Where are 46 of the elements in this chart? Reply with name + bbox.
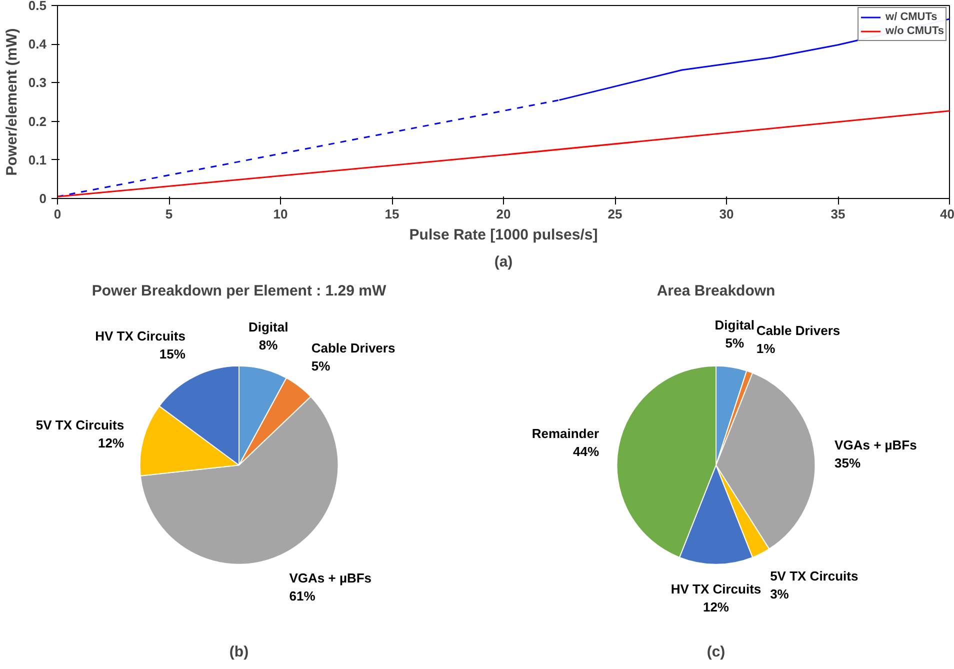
slice-label: Remainder — [532, 426, 600, 442]
data-label: 8% — [258, 338, 278, 353]
data-label: 12% — [98, 435, 124, 450]
slice-label: HV TX Circuits — [95, 328, 186, 344]
x-tick-label: 15 — [384, 206, 400, 222]
x-tick-label: 35 — [830, 206, 846, 222]
y-tick-label: 0.4 — [28, 36, 48, 52]
slice-label: Cable Drivers — [756, 322, 840, 338]
data-label: 1% — [756, 340, 776, 356]
x-tick-label: 0 — [54, 206, 62, 222]
data-label: 15% — [159, 346, 186, 362]
data-label: 61% — [289, 588, 316, 604]
slice-label: Cable Drivers — [311, 340, 396, 356]
legend-label: w/o CMUTs — [886, 24, 944, 38]
slice-label: Digital — [714, 317, 754, 332]
x-tick-label: 40 — [940, 206, 954, 222]
y-tick-label: 0.2 — [28, 114, 47, 129]
slice-label: 5V TX Circuits — [36, 417, 124, 432]
slice-label: 5V TX Circuits — [770, 568, 858, 584]
slice-label: VGAs + µBFs — [834, 437, 917, 452]
chart-title: Power Breakdown per Element : 1.29 mW — [92, 282, 387, 300]
y-tick-label: 0.3 — [28, 75, 47, 90]
data-label: 5% — [725, 335, 744, 350]
data-label: 3% — [770, 586, 790, 602]
legend-label: w/ CMUTs — [886, 10, 938, 24]
chart-title: Area Breakdown — [656, 282, 776, 300]
slice-label: VGAs + µBFs — [289, 570, 372, 586]
text: (b) — [229, 644, 249, 660]
x-tick-label: 25 — [608, 206, 622, 222]
x-tick-label: 10 — [273, 206, 288, 222]
data-label: 12% — [702, 599, 730, 614]
x-tick-label: 30 — [719, 206, 734, 222]
data-label: 44% — [573, 444, 600, 460]
y-axis-title: Power/element (mW) — [3, 28, 20, 176]
x-axis-title: Pulse Rate [1000 pulses/s] — [409, 226, 598, 244]
slice-label: HV TX Circuits — [670, 581, 762, 596]
text: (a) — [494, 254, 513, 270]
x-tick-label: 20 — [496, 206, 511, 222]
slice-label: Digital — [248, 320, 288, 335]
x-tick-label: 5 — [165, 206, 173, 222]
data-label: 5% — [311, 358, 331, 374]
y-tick-label: 0.5 — [28, 0, 47, 13]
text: (c) — [706, 644, 726, 660]
y-tick-label: 0.1 — [28, 152, 47, 168]
y-tick-label: 0 — [39, 191, 47, 206]
data-label: 35% — [834, 455, 862, 470]
